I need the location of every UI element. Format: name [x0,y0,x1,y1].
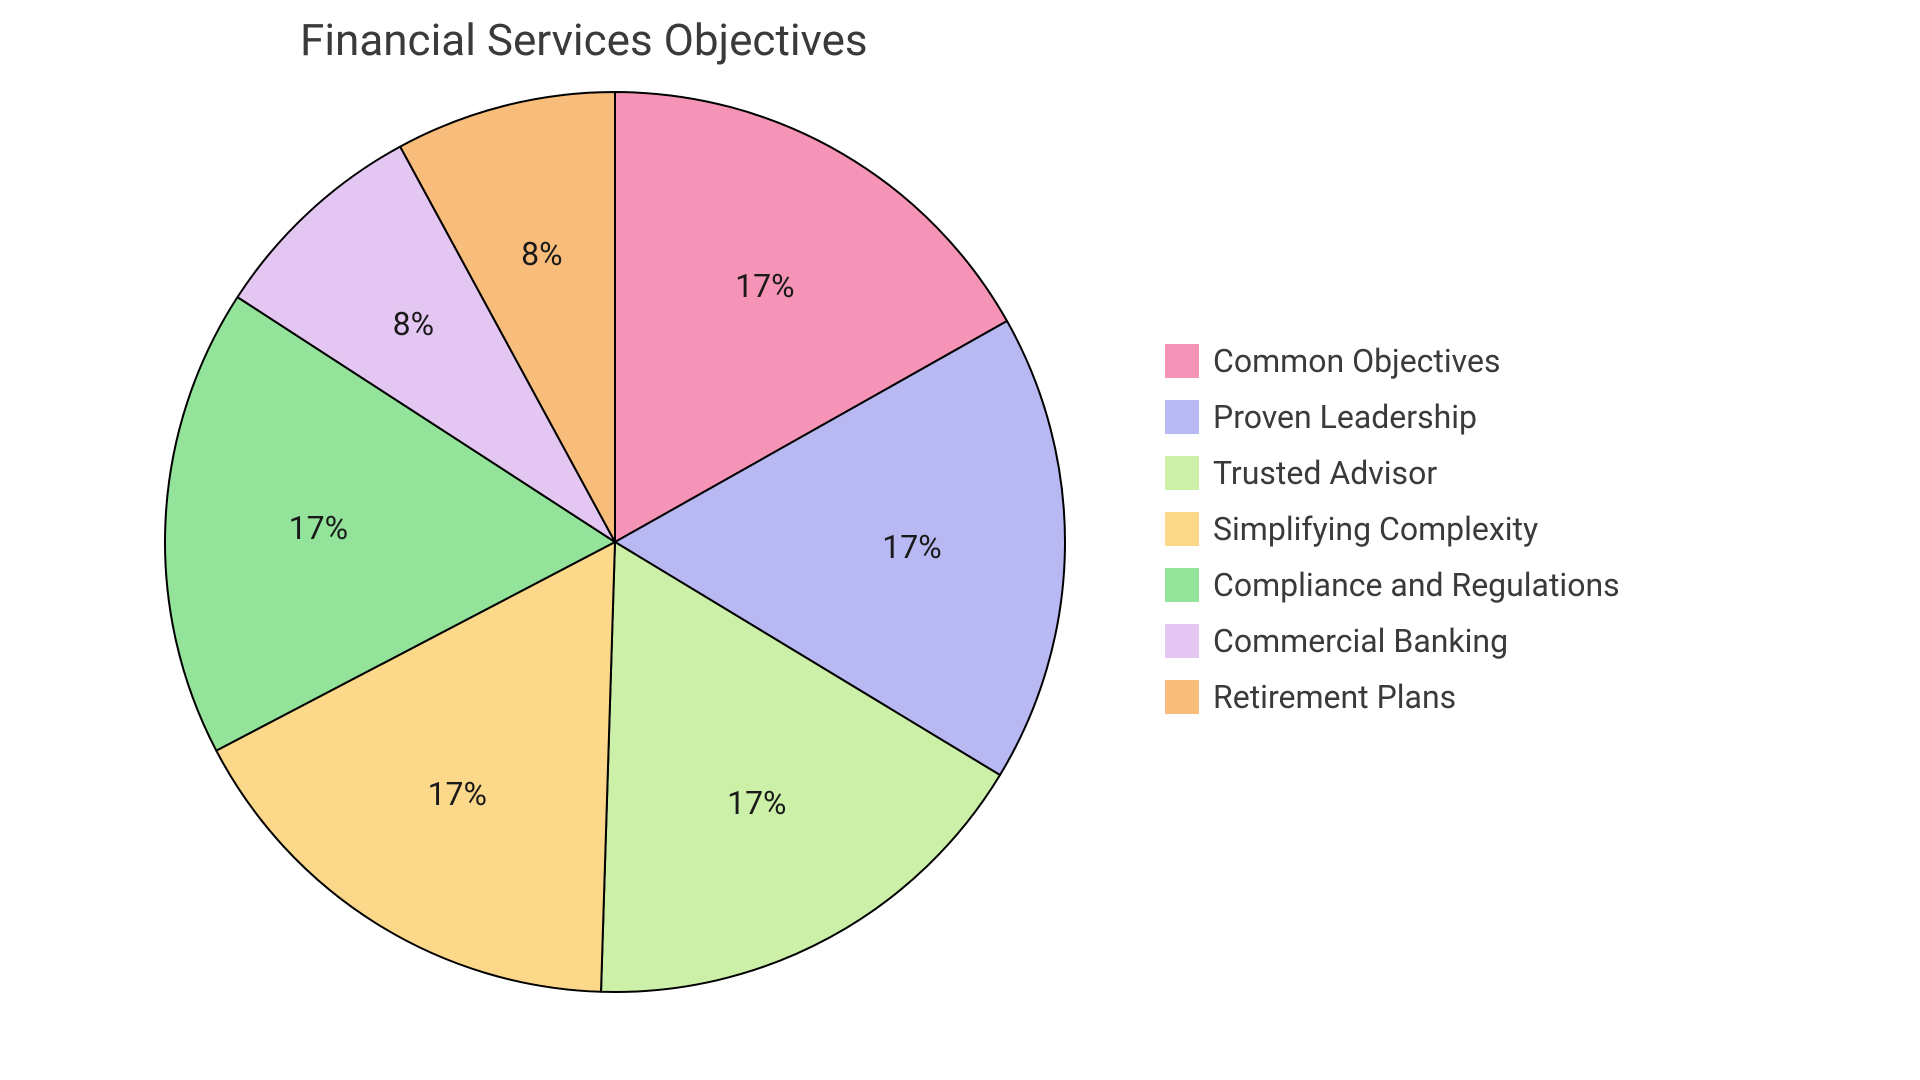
legend-label: Compliance and Regulations [1213,566,1620,604]
legend-item: Retirement Plans [1165,678,1620,716]
legend-label: Proven Leadership [1213,398,1477,436]
legend-swatch [1165,624,1199,658]
legend-item: Compliance and Regulations [1165,566,1620,604]
legend-swatch [1165,568,1199,602]
legend-swatch [1165,400,1199,434]
legend-label: Retirement Plans [1213,678,1456,716]
legend-label: Common Objectives [1213,342,1500,380]
slice-percent-label: 17% [882,528,941,566]
chart-title: Financial Services Objectives [300,14,868,66]
legend-swatch [1165,680,1199,714]
legend-item: Proven Leadership [1165,398,1620,436]
slice-percent-label: 8% [393,305,434,343]
legend-label: Commercial Banking [1213,622,1508,660]
slice-percent-label: 17% [727,784,786,822]
legend-item: Common Objectives [1165,342,1620,380]
legend-item: Commercial Banking [1165,622,1620,660]
legend-swatch [1165,344,1199,378]
slice-percent-label: 17% [428,775,487,813]
slice-percent-label: 8% [521,235,562,273]
legend-label: Trusted Advisor [1213,454,1437,492]
legend-item: Trusted Advisor [1165,454,1620,492]
legend-swatch [1165,456,1199,490]
legend-swatch [1165,512,1199,546]
legend-item: Simplifying Complexity [1165,510,1620,548]
legend-label: Simplifying Complexity [1213,510,1538,548]
chart-container: Financial Services Objectives 17% 17% 17% 1… [0,0,1920,1080]
slice-percent-label: 17% [289,509,348,547]
legend: Common Objectives Proven Leadership Truste… [1165,342,1620,716]
slice-percent-label: 17% [735,267,794,305]
